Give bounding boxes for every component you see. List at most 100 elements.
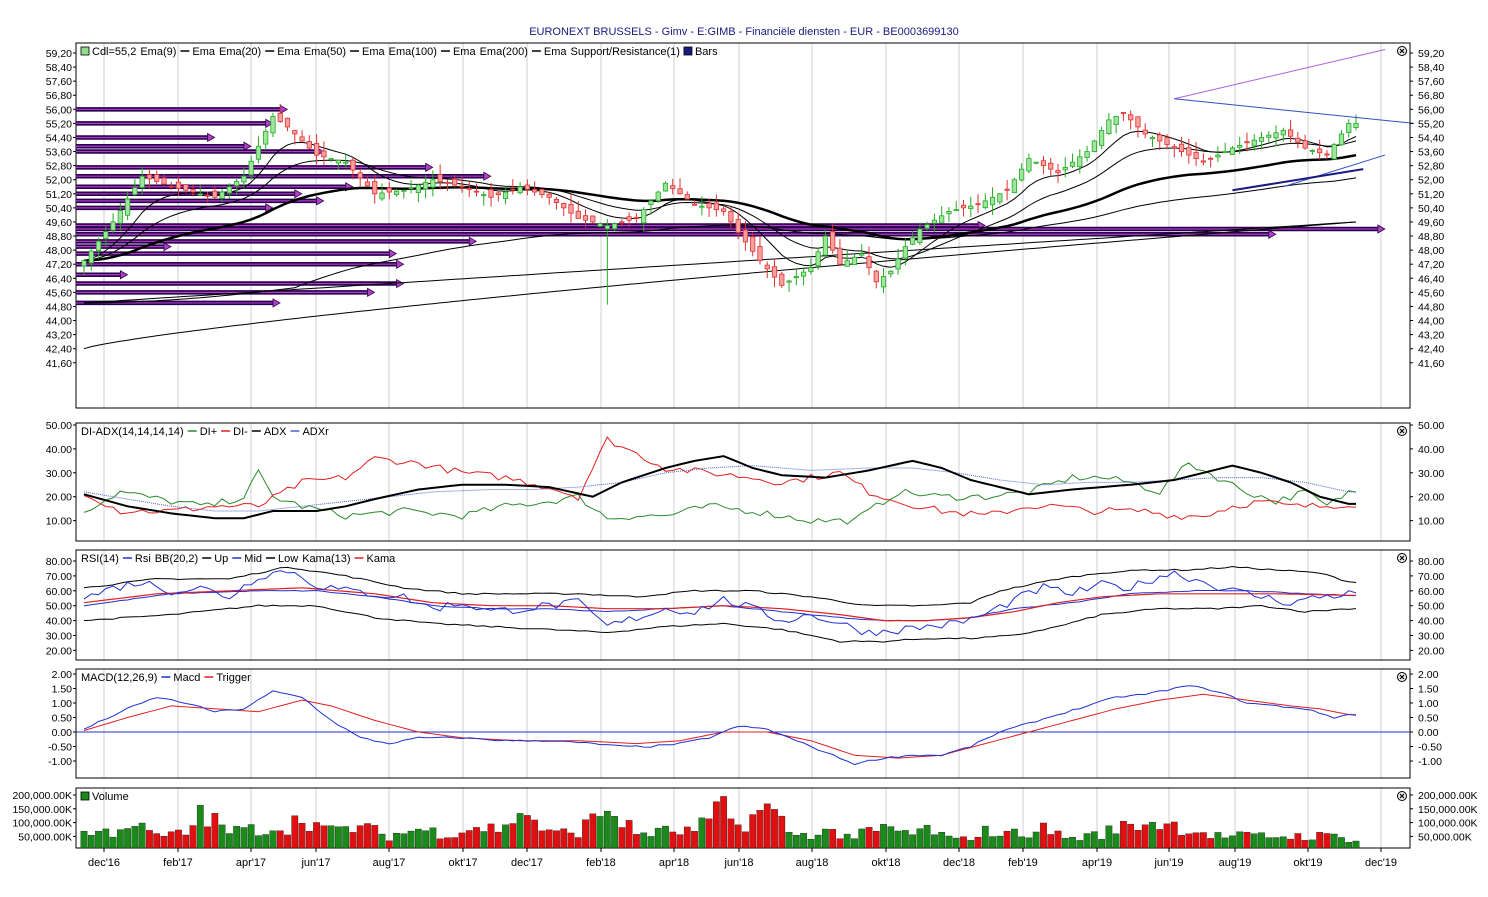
candle-body <box>1346 123 1352 133</box>
volume-bar <box>1090 831 1098 849</box>
candle-body <box>880 276 887 288</box>
candle-body <box>125 198 131 216</box>
volume-bar <box>502 824 509 849</box>
candle-body <box>495 192 501 196</box>
volume-bar <box>727 818 735 849</box>
price-ytick-left: 44,80 <box>46 301 72 313</box>
adxr-line <box>83 465 1356 512</box>
candle-body <box>648 200 654 206</box>
volume-bar <box>778 815 786 849</box>
candle-body <box>313 143 320 156</box>
volume-bar <box>516 813 524 849</box>
volume-bar <box>415 828 422 849</box>
grid-lines <box>103 43 1382 848</box>
volume-bar <box>422 830 429 849</box>
price-ytick-left: 53,60 <box>46 147 72 159</box>
candle-body <box>372 181 378 195</box>
adx-legend-label: DI+ <box>200 426 217 438</box>
candle-body <box>139 175 145 188</box>
candle-body <box>975 203 981 206</box>
candle-body <box>219 191 225 199</box>
candle-body <box>1084 151 1090 158</box>
volume-bar <box>843 833 851 849</box>
volume-bar <box>1170 821 1178 849</box>
adx-legend-label: DI- <box>233 426 248 438</box>
candle-body <box>742 229 749 243</box>
volume-bar <box>189 825 197 849</box>
price-ytick-left: 55,20 <box>46 118 72 130</box>
volume-bar <box>734 824 742 849</box>
candle-body <box>939 215 945 224</box>
candle-body <box>1011 179 1017 194</box>
price-ytick-right: 56,80 <box>1418 90 1444 102</box>
candle-body <box>175 181 182 189</box>
di-plus-line <box>83 462 1357 525</box>
trendline <box>1232 168 1364 192</box>
candle-body <box>1113 115 1119 126</box>
volume-bar <box>1258 832 1265 849</box>
volume-bar <box>371 825 379 849</box>
candle-body <box>226 186 232 194</box>
candle-body <box>270 115 276 134</box>
candle-body <box>1251 139 1257 147</box>
candle-body <box>1215 154 1221 158</box>
rsi-frame <box>75 549 1411 661</box>
candle-body <box>910 237 916 245</box>
kama-line <box>83 587 1356 622</box>
price-ytick-right: 51,20 <box>1418 189 1444 201</box>
candle-body <box>284 117 291 128</box>
volume-bar <box>989 836 996 849</box>
candle-body <box>902 246 908 259</box>
volume-bar <box>1185 833 1193 849</box>
price-ytick-right: 59,20 <box>1418 48 1444 60</box>
sr-arrow <box>265 203 274 213</box>
sr-arrow <box>294 189 303 199</box>
volume-bar <box>698 817 706 849</box>
candle-body <box>190 189 196 193</box>
volume-bar <box>327 825 335 849</box>
volume-bar <box>836 838 844 849</box>
rsi-line <box>83 570 1357 637</box>
candle-body <box>1106 119 1112 135</box>
candle-body <box>1178 143 1185 152</box>
candle-body <box>379 192 385 200</box>
x-axis-label: dec'18 <box>943 857 975 869</box>
price-ytick-right: 52,80 <box>1418 161 1444 173</box>
volume-bar <box>1047 834 1055 849</box>
price-legend-label: Ema <box>453 46 477 58</box>
candle-body <box>488 189 494 198</box>
volume-bar <box>1294 833 1302 849</box>
trendline <box>1283 154 1386 188</box>
candle-body <box>1099 130 1105 146</box>
candle-body <box>1091 140 1097 153</box>
volume-bar <box>945 835 953 849</box>
candle-body <box>1244 141 1250 144</box>
volume-bar <box>1149 822 1156 849</box>
candle-body <box>386 187 392 193</box>
volume-bar <box>603 810 611 849</box>
volume-bar <box>872 830 880 849</box>
volume-bar <box>1309 839 1316 849</box>
volume-bar <box>792 834 800 849</box>
price-ytick-left: 57,60 <box>46 76 72 88</box>
candle-body <box>1186 147 1192 156</box>
macd-ytick-right: 0.50 <box>1418 713 1439 725</box>
volume-bar <box>494 831 502 849</box>
price-ytick-right: 45,60 <box>1418 287 1444 299</box>
volume-bar <box>611 816 618 849</box>
volume-bar <box>509 823 517 849</box>
candle-body <box>1135 116 1141 128</box>
volume-bar <box>1338 837 1345 849</box>
volume-bar <box>1069 837 1076 849</box>
volume-bar <box>618 827 626 849</box>
volume-bar <box>894 830 902 849</box>
x-axis-label: feb'17 <box>163 857 193 869</box>
volume-bar <box>269 830 277 849</box>
x-axis-label: aug'19 <box>1219 857 1252 869</box>
sr-arrow <box>243 141 252 151</box>
volume-bar <box>887 826 895 849</box>
candle-body <box>859 253 865 256</box>
volume-bar <box>720 796 727 849</box>
candle-body <box>662 182 669 192</box>
price-ytick-left: 51,20 <box>46 189 72 201</box>
